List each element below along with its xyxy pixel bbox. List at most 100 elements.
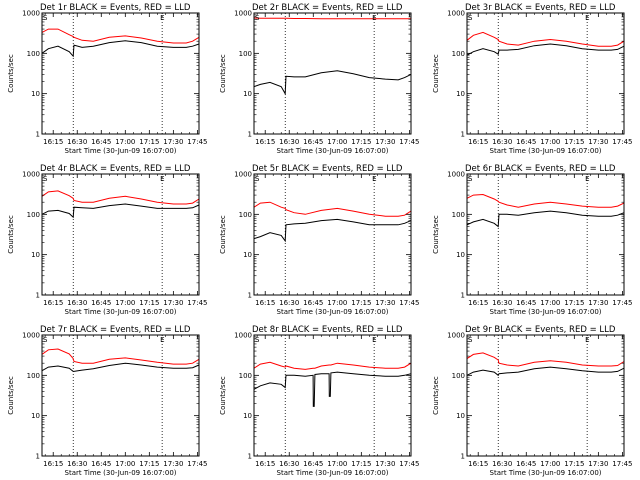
y-tick-label: 10 (243, 251, 252, 259)
x-tick-label: 16:15 (468, 460, 488, 468)
plot-frame (253, 173, 412, 296)
y-tick-label: 1 (248, 131, 252, 139)
x-tick-label: 16:30 (279, 138, 299, 146)
x-axis-label: Start Time (30-Jun-09 16:07:00) (490, 469, 602, 477)
x-tick-label: 17:00 (115, 299, 135, 307)
x-tick-label: 16:15 (468, 138, 488, 146)
y-tick-label: 1 (461, 292, 465, 300)
x-tick-label: 17:45 (399, 460, 419, 468)
events-series-line (41, 362, 200, 372)
y-tick-label: 1 (36, 292, 40, 300)
x-tick-label: 16:30 (67, 138, 87, 146)
start-marker-label: S (468, 336, 473, 344)
y-axis-label: Counts/sec (219, 54, 227, 93)
x-tick-label: 16:45 (516, 299, 536, 307)
y-tick-label: 1000 (22, 10, 40, 18)
y-axis-label: Counts/sec (432, 376, 440, 415)
plot-frame (253, 334, 412, 457)
y-tick-label: 100 (27, 211, 40, 219)
x-tick-label: 17:30 (588, 299, 608, 307)
y-tick-label: 100 (239, 50, 252, 58)
x-tick-label: 16:15 (468, 299, 488, 307)
y-tick-label: 100 (452, 372, 465, 380)
start-marker-label: S (43, 175, 48, 183)
x-tick-label: 17:15 (564, 138, 584, 146)
x-tick-label: 17:45 (187, 460, 207, 468)
x-tick-label: 17:45 (399, 138, 419, 146)
x-tick-label: 17:15 (564, 299, 584, 307)
x-axis-label: Start Time (30-Jun-09 16:07:00) (277, 308, 389, 316)
lld-series-line (41, 348, 200, 365)
x-tick-label: 16:15 (255, 460, 275, 468)
x-tick-label: 17:30 (588, 460, 608, 468)
events-series-line (253, 218, 412, 243)
x-axis-label: Start Time (30-Jun-09 16:07:00) (65, 469, 177, 477)
x-axis-label: Start Time (30-Jun-09 16:07:00) (490, 308, 602, 316)
y-tick-label: 10 (243, 412, 252, 420)
plot-frame (466, 334, 625, 457)
x-tick-label: 16:30 (492, 299, 512, 307)
events-series-line (466, 210, 625, 228)
x-tick-label: 16:45 (303, 299, 323, 307)
panel-title: Det 2r BLACK = Events, RED = LLD (252, 3, 403, 13)
y-axis-label: Counts/sec (219, 215, 227, 254)
x-tick-label: 16:45 (91, 138, 111, 146)
y-tick-label: 1 (36, 453, 40, 461)
x-tick-label: 16:15 (43, 460, 63, 468)
y-axis-label: Counts/sec (7, 54, 15, 93)
x-tick-label: 17:00 (540, 299, 560, 307)
y-tick-label: 10 (243, 90, 252, 98)
y-axis-label: Counts/sec (432, 215, 440, 254)
events-series-line (41, 40, 200, 58)
x-tick-label: 17:15 (351, 299, 371, 307)
lld-series-line (253, 17, 411, 20)
events-series-line (466, 366, 625, 377)
x-tick-label: 17:15 (139, 460, 159, 468)
events-series-line (466, 43, 625, 56)
panel-title: Det 3r BLACK = Events, RED = LLD (465, 3, 616, 13)
end-marker-label: E (160, 175, 164, 183)
x-tick-label: 17:00 (540, 138, 560, 146)
x-tick-label: 16:15 (43, 299, 63, 307)
y-tick-label: 100 (239, 372, 252, 380)
y-tick-label: 1000 (447, 332, 465, 340)
x-tick-label: 16:30 (492, 460, 512, 468)
x-tick-label: 16:30 (279, 460, 299, 468)
x-tick-label: 16:30 (279, 299, 299, 307)
y-tick-label: 10 (31, 90, 40, 98)
x-tick-label: 17:30 (163, 299, 183, 307)
end-marker-label: E (585, 175, 589, 183)
panel-title: Det 8r BLACK = Events, RED = LLD (252, 325, 403, 335)
y-axis-label: Counts/sec (7, 376, 15, 415)
x-tick-label: 17:45 (612, 460, 632, 468)
y-tick-label: 1 (248, 292, 252, 300)
start-marker-label: S (43, 336, 48, 344)
y-tick-label: 10 (456, 412, 465, 420)
x-tick-label: 17:30 (375, 138, 395, 146)
y-tick-label: 1000 (234, 332, 252, 340)
y-tick-label: 1 (36, 131, 40, 139)
y-tick-label: 100 (239, 211, 252, 219)
x-tick-label: 17:00 (327, 299, 347, 307)
x-tick-label: 17:30 (375, 299, 395, 307)
x-tick-label: 17:30 (588, 138, 608, 146)
events-series-line (253, 371, 412, 407)
x-tick-label: 16:45 (303, 138, 323, 146)
events-series-line (41, 203, 200, 219)
x-tick-label: 17:00 (540, 460, 560, 468)
start-marker-label: S (468, 175, 473, 183)
x-tick-label: 16:45 (516, 138, 536, 146)
y-tick-label: 100 (452, 50, 465, 58)
events-series-line (253, 70, 412, 96)
panel-title: Det 4r BLACK = Events, RED = LLD (40, 164, 191, 174)
plot-frame (41, 12, 200, 135)
y-tick-label: 1 (248, 453, 252, 461)
lld-series-line (41, 190, 200, 205)
